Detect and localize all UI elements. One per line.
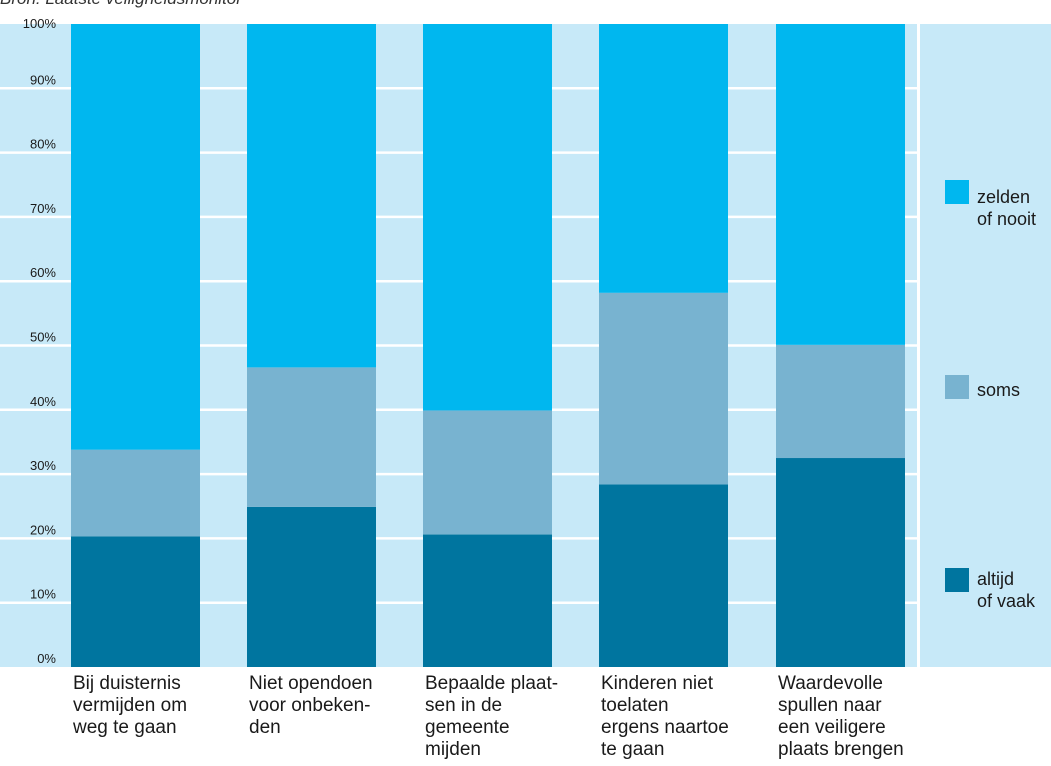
bar-segment-soms [599, 292, 728, 485]
legend-label-zelden-of-nooit: zelden of nooit [977, 187, 1036, 229]
bar-segment-zelden-of-nooit [71, 24, 200, 450]
bar-segment-zelden-of-nooit [599, 24, 728, 293]
bar-segment-altijd-of-vaak [599, 484, 728, 667]
y-tick-label: 0% [37, 651, 56, 666]
bar-segment-soms [247, 367, 376, 507]
bar-segment-altijd-of-vaak [247, 506, 376, 667]
legend-label-soms: soms [977, 380, 1020, 400]
y-tick-label: 60% [30, 265, 56, 280]
y-tick-label: 100% [23, 16, 57, 31]
legend-swatch-soms [945, 375, 969, 399]
x-axis-labels: Bij duisternis vermijden om weg te gaan Nie… [72, 673, 904, 760]
bar-segment-zelden-of-nooit [247, 24, 376, 368]
bar-segment-altijd-of-vaak [71, 536, 200, 667]
legend-label-altijd-of-vaak: altijd of vaak [977, 569, 1036, 611]
bar-segment-soms [423, 410, 552, 535]
y-tick-label: 50% [30, 330, 56, 345]
x-tick-label: Waardevolle spullen naar een veiligere plaa… [778, 673, 904, 760]
bar-segment-altijd-of-vaak [423, 534, 552, 667]
y-tick-label: 90% [30, 72, 56, 87]
bar-segment-altijd-of-vaak [776, 458, 905, 667]
y-tick-label: 10% [30, 587, 56, 602]
x-tick-label: Niet opendoen voor onbeken-den [249, 673, 373, 738]
bar-segment-soms [776, 344, 905, 459]
x-tick-label: Kinderen niet toelaten ergens naartoe te ga… [601, 673, 729, 760]
y-tick-label: 20% [30, 522, 56, 537]
y-tick-label: 80% [30, 137, 56, 152]
y-tick-label: 70% [30, 201, 56, 216]
bar-segment-zelden-of-nooit [776, 24, 905, 345]
x-tick-label: Bij duisternis vermijden om weg te gaan [72, 673, 187, 738]
bars [71, 24, 905, 667]
legend-swatch-zelden-of-nooit [945, 180, 969, 204]
y-axis: 0% 10% 20% 30% 40% 50% 60% 70% 80% 90% 100% [23, 16, 57, 666]
source-caption: Bron: Laatste veiligheidsmonitor [0, 0, 242, 9]
bar-segment-zelden-of-nooit [423, 24, 552, 411]
y-tick-label: 30% [30, 458, 56, 473]
legend: zelden of nooit soms altijd of vaak [945, 180, 1036, 611]
legend-swatch-altijd-of-vaak [945, 568, 969, 592]
bar-segment-soms [71, 449, 200, 537]
y-tick-label: 40% [30, 394, 56, 409]
x-tick-label: Bepaalde plaat-sen in de gemeente mijden [425, 673, 558, 760]
